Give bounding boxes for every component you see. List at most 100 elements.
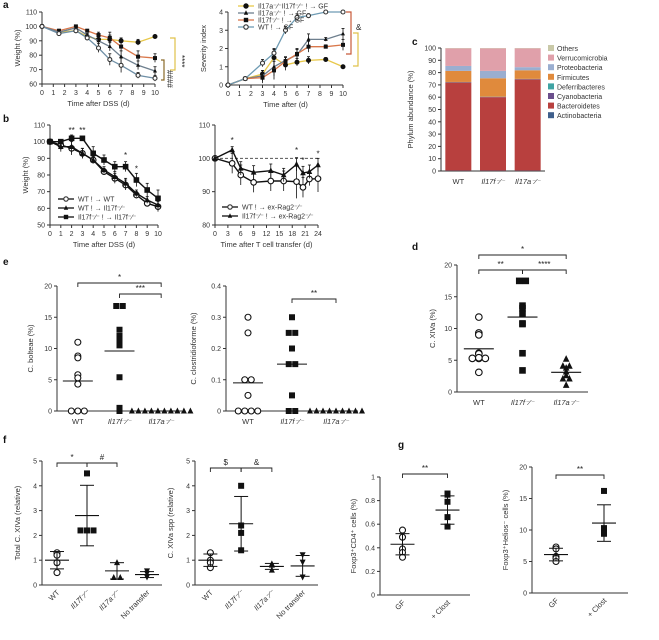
c-legend-label: Bacteroidetes bbox=[557, 104, 600, 111]
f-left-ytick-label: 2 bbox=[33, 533, 37, 540]
b-left-data-point bbox=[90, 150, 96, 157]
g-left-ytick-label: 0.4 bbox=[365, 545, 375, 552]
panel-label-a: a bbox=[3, 0, 9, 11]
f-right-y-axis-label: C. XIVa spp (relative) bbox=[166, 487, 175, 558]
c-legend-swatch bbox=[548, 45, 554, 51]
c-legend-label: Proteobacteria bbox=[557, 65, 603, 72]
d-data-point bbox=[519, 367, 526, 374]
b-left-xtick-label: 8 bbox=[134, 231, 138, 238]
a-left-data-point bbox=[153, 56, 157, 61]
a-left-data-point bbox=[73, 28, 79, 34]
e-right-significance-label: ** bbox=[311, 289, 317, 298]
panel-label-d: d bbox=[412, 242, 418, 253]
b-right-data-point bbox=[250, 178, 257, 186]
a-right-xtick-label: 7 bbox=[307, 91, 311, 98]
b-right-data-point bbox=[280, 171, 287, 178]
a-right-xtick-label: 8 bbox=[318, 91, 322, 98]
b-right-significance-label: * bbox=[316, 149, 319, 158]
d-ytick-label: 15 bbox=[444, 294, 452, 301]
a-left-xtick-label: 9 bbox=[142, 90, 146, 97]
a-right-data-point bbox=[242, 76, 248, 82]
e-right-data-point bbox=[247, 407, 255, 415]
b-right-data-point bbox=[228, 159, 236, 167]
b-left-xtick-label: 2 bbox=[70, 231, 74, 238]
f-left-category-label: No transfer bbox=[119, 588, 152, 621]
d-significance-label: **** bbox=[538, 260, 550, 269]
e-left-data-point bbox=[187, 407, 194, 414]
b-left-ytick-label: 100 bbox=[33, 139, 45, 146]
b-left-data-point bbox=[112, 163, 118, 170]
e-left-data-point bbox=[116, 333, 123, 339]
b-right-data-point bbox=[306, 168, 313, 174]
d-ytick-label: 10 bbox=[444, 326, 452, 333]
d-data-point bbox=[566, 374, 573, 382]
a-left-data-point bbox=[152, 33, 158, 39]
b-right-xtick-label: 12 bbox=[263, 231, 271, 238]
a-left-data-point bbox=[107, 44, 112, 49]
e-left-data-point bbox=[74, 354, 82, 362]
b-left-data-point bbox=[155, 195, 161, 202]
d-data-point bbox=[562, 364, 570, 371]
a-left-xtick-label: 10 bbox=[151, 90, 159, 97]
c-ytick-label: 10 bbox=[428, 156, 436, 163]
a-right-data-point bbox=[323, 36, 328, 41]
f-left-ytick-label: 0 bbox=[33, 583, 37, 590]
b-right-xtick-label: 6 bbox=[239, 231, 243, 238]
a-right-data-point bbox=[272, 68, 276, 73]
b-left-xtick-label: 9 bbox=[145, 231, 149, 238]
b-left-legend-marker bbox=[63, 196, 69, 202]
g-right-significance-bracket bbox=[555, 474, 605, 479]
a-right-xtick-label: 2 bbox=[249, 91, 253, 98]
b-right-data-point bbox=[300, 169, 306, 176]
b-left-xtick-label: 3 bbox=[80, 231, 84, 238]
f-right-significance-label: & bbox=[254, 458, 260, 467]
b-left-significance-label: ** bbox=[68, 126, 74, 135]
c-legend-swatch bbox=[548, 54, 554, 61]
c-bar-segment bbox=[445, 70, 472, 82]
a-left-significance-label: #### bbox=[165, 70, 174, 88]
f-left-data-point bbox=[53, 569, 61, 577]
b-left-significance-label: * bbox=[124, 151, 127, 160]
f-left-ytick-label: 1 bbox=[33, 558, 37, 565]
a-left-data-point bbox=[85, 28, 90, 33]
a-left-data-point bbox=[153, 68, 157, 73]
e-left-significance-bracket bbox=[119, 293, 162, 298]
a-left-xtick-label: 0 bbox=[40, 90, 44, 97]
b-left-ytick-label: 110 bbox=[34, 123, 45, 130]
c-ytick-label: 60 bbox=[428, 95, 436, 102]
b-left-data-point bbox=[133, 177, 140, 183]
c-legend-label: Deferribacteres bbox=[557, 84, 605, 91]
b-left-y-axis-label: Weight (%) bbox=[21, 156, 30, 193]
b-left-xtick-label: 1 bbox=[59, 231, 63, 238]
f-left-ytick-label: 5 bbox=[33, 459, 37, 466]
b-left-significance-label: ** bbox=[79, 126, 85, 135]
b-left-data-point bbox=[79, 135, 86, 142]
a-left-data-point bbox=[107, 56, 113, 63]
e-left-data-point bbox=[116, 336, 123, 343]
b-right-ytick-label: 80 bbox=[202, 223, 210, 230]
e-left-data-point bbox=[113, 303, 120, 309]
b-right-data-point bbox=[229, 146, 235, 153]
e-left-data-point bbox=[74, 374, 82, 382]
b-left-data-point bbox=[101, 157, 107, 163]
f-left-ytick-label: 4 bbox=[33, 483, 37, 490]
a-left-xtick-label: 5 bbox=[97, 90, 101, 97]
f-right-significance-bracket bbox=[209, 467, 242, 472]
b-right-data-point bbox=[315, 161, 321, 168]
e-left-ytick-label: 15 bbox=[44, 315, 52, 322]
a-left-data-point bbox=[39, 23, 45, 29]
b-right-xtick-label: 0 bbox=[213, 231, 217, 238]
a-left-ytick-label: 110 bbox=[26, 10, 37, 17]
c-legend-swatch bbox=[548, 73, 554, 80]
a-right-data-point bbox=[295, 51, 299, 56]
d-data-point bbox=[474, 313, 483, 321]
b-right-data-point bbox=[237, 165, 244, 171]
c-ytick-label: 80 bbox=[428, 70, 436, 77]
g-left-significance-bracket bbox=[402, 473, 448, 478]
e-right-data-point bbox=[241, 376, 249, 384]
e-right-data-point bbox=[313, 407, 320, 414]
g-right-data-point bbox=[601, 487, 607, 494]
d-category-label: WT bbox=[473, 398, 485, 407]
e-left-data-point bbox=[119, 303, 126, 309]
a-left-significance-label: **** bbox=[177, 55, 186, 67]
